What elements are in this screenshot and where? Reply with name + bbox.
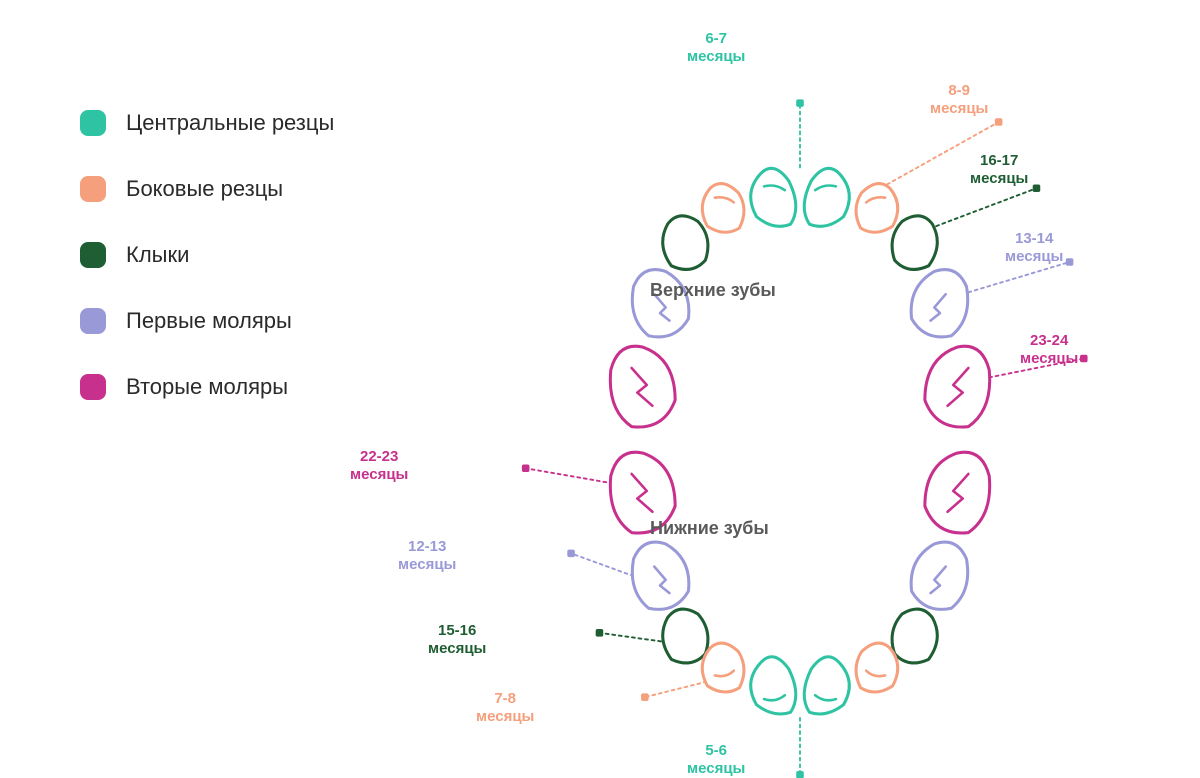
callout-top-right-3: 13-14месяцы: [1005, 230, 1063, 266]
legend-label: Первые моляры: [126, 308, 292, 334]
swatch-canine: [80, 242, 106, 268]
swatch-central-incisor: [80, 110, 106, 136]
callout-top-right-2: 16-17месяцы: [970, 152, 1028, 188]
legend-item-central-incisor: Центральные резцы: [80, 110, 334, 136]
legend-label: Центральные резцы: [126, 110, 334, 136]
legend-item-second-molar: Вторые моляры: [80, 374, 334, 400]
callout-bot-left-3: 12-13месяцы: [398, 538, 456, 574]
legend-label: Клыки: [126, 242, 189, 268]
tooth-u_ci_l: [751, 168, 796, 226]
legend-item-lateral-incisor: Боковые резцы: [80, 176, 334, 202]
lower-teeth-label: Нижние зубы: [650, 518, 769, 539]
callout-bot-left-1: 7-8месяцы: [476, 690, 534, 726]
teeth-diagram: Верхние зубы Нижние зубы 6-7месяцы 8-9ме…: [450, 30, 1150, 750]
tooth-l_c_l: [663, 609, 708, 663]
legend-item-first-molar: Первые моляры: [80, 308, 334, 334]
legend-label: Боковые резцы: [126, 176, 283, 202]
tooth-l_li_r: [856, 643, 898, 692]
callout-top-right-1: 8-9месяцы: [930, 82, 988, 118]
tooth-l_li_l: [702, 643, 744, 692]
callout-bot-left-4: 22-23месяцы: [350, 448, 408, 484]
tooth-l_ci_l: [751, 657, 796, 714]
tooth-l_c_r: [892, 609, 937, 663]
legend: Центральные резцы Боковые резцы Клыки Пе…: [80, 110, 334, 440]
tooth-u_li_l: [702, 184, 744, 233]
swatch-first-molar: [80, 308, 106, 334]
tooth-u_ci_r: [804, 168, 849, 226]
callout-bot-center: 5-6месяцы: [687, 742, 745, 778]
tooth-l_ci_r: [804, 657, 849, 714]
tooth-u_c_r: [892, 216, 937, 270]
callout-top-center: 6-7месяцы: [687, 30, 745, 66]
callout-bot-left-2: 15-16месяцы: [428, 622, 486, 658]
teeth-svg: [450, 30, 1150, 778]
legend-label: Вторые моляры: [126, 374, 288, 400]
tooth-u_li_r: [856, 184, 898, 233]
callout-top-right-4: 23-24месяцы: [1020, 332, 1078, 368]
upper-teeth-label: Верхние зубы: [650, 280, 776, 301]
tooth-u_c_l: [663, 216, 708, 270]
legend-item-canine: Клыки: [80, 242, 334, 268]
swatch-lateral-incisor: [80, 176, 106, 202]
swatch-second-molar: [80, 374, 106, 400]
